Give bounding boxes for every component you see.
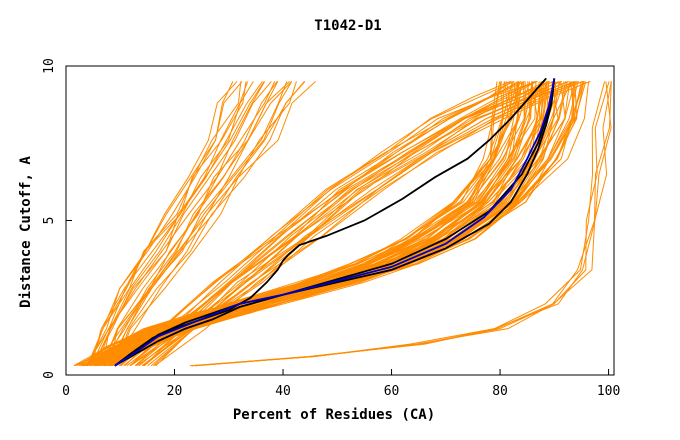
model-line-group2-5: [129, 80, 522, 367]
model-line-group0-6: [96, 81, 263, 366]
highlight-series-2: [114, 78, 556, 367]
y-tick-label-10: 10: [42, 58, 57, 74]
model-line-group0-19: [110, 81, 305, 366]
x-tick-label-0: 0: [62, 384, 70, 399]
model-line-group2-7: [126, 80, 537, 367]
x-tick-label-20: 20: [167, 384, 183, 399]
y-tick-label-0: 0: [42, 371, 57, 379]
highlight-series-3: [114, 78, 556, 367]
model-line-group2-18: [144, 80, 575, 367]
chart-title: T1042-D1: [314, 18, 381, 34]
highlight-series-1: [114, 78, 556, 367]
model-line-group2-6: [123, 80, 538, 367]
model-line-group1-21: [83, 81, 534, 367]
model-line-group2-23: [154, 80, 591, 367]
model-line-group0-20: [115, 81, 306, 366]
model-line-group2-9: [135, 80, 538, 367]
model-line-group0-10: [101, 81, 266, 366]
x-tick-label-40: 40: [275, 384, 291, 399]
x-tick-label-80: 80: [492, 384, 508, 399]
model-line-group0-11: [102, 81, 276, 366]
model-line-group2-0: [124, 80, 511, 367]
model-line-group2-14: [141, 80, 563, 367]
model-line-group0-16: [107, 81, 288, 366]
model-line-group3-4: [191, 81, 612, 367]
y-axis-label: Distance Cutoff, A: [18, 156, 34, 308]
x-axis-label: Percent of Residues (CA): [233, 407, 435, 423]
axes-layer: 0 20 40 60 80 100 0 5 10: [42, 58, 620, 399]
model-line-group0-2: [86, 81, 243, 366]
model-line-group0-21: [116, 81, 316, 366]
x-tick-label-100: 100: [597, 384, 620, 399]
model-line-group1-5: [73, 81, 505, 367]
series-layer: [73, 77, 612, 367]
x-tick-label-60: 60: [384, 384, 400, 399]
y-tick-label-5: 5: [42, 217, 57, 225]
model-line-group0-3: [89, 81, 242, 366]
model-line-group0-17: [103, 81, 293, 366]
